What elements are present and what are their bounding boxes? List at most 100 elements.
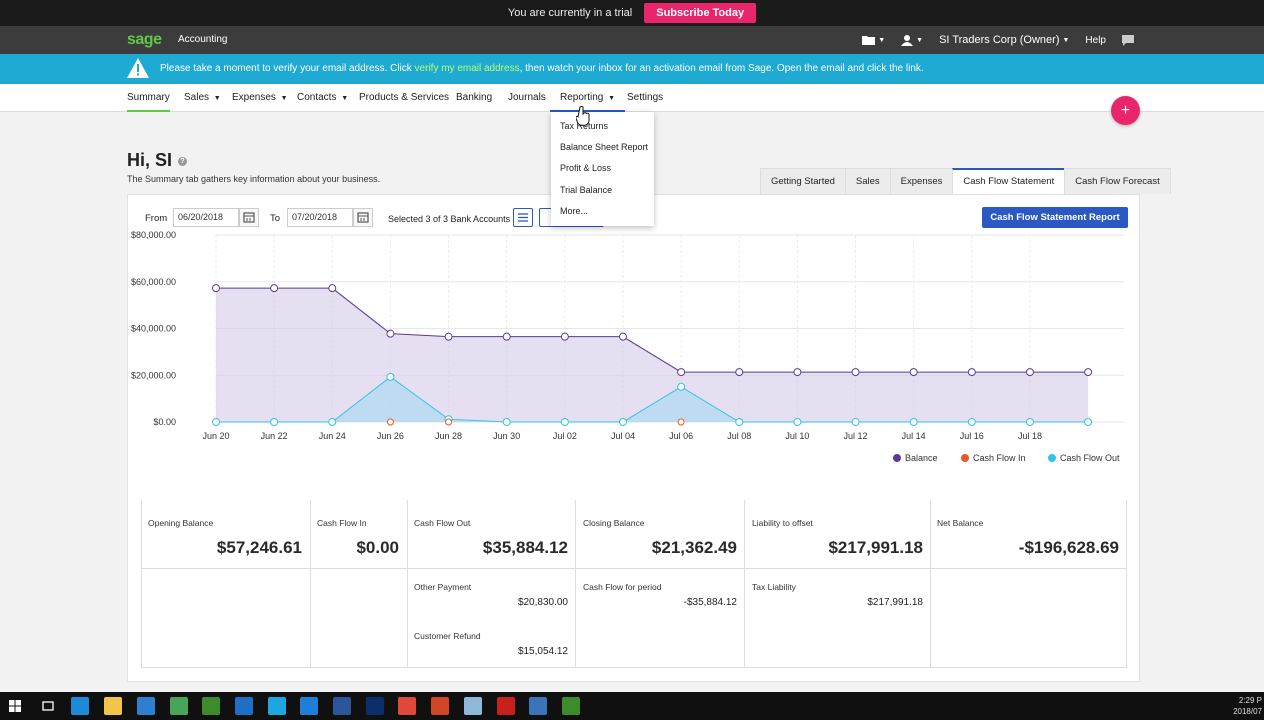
closing-balance-value: $21,362.49 [651,538,737,557]
balance-line [216,287,1089,373]
edge-icon[interactable] [71,697,90,715]
outlook-icon[interactable] [234,697,253,715]
quick-create-button[interactable]: + [1111,96,1140,125]
x-tick-label: Jul 14 [902,431,926,441]
balance-point [328,284,337,293]
liability-to-offset-label: Liability to offset [752,518,813,528]
menu-more[interactable]: More... [560,206,589,216]
browser-icon[interactable] [169,697,188,715]
notepad-icon[interactable] [463,697,482,715]
balance-point [270,284,279,293]
powerpoint-icon[interactable] [431,697,450,715]
acrobat-icon[interactable] [496,697,515,715]
trial-message: You are currently in a trial [507,7,633,19]
main-nav: Summary Sales ▼ Expenses ▼ Contacts ▼ Pr… [0,84,1264,112]
skype-icon[interactable] [267,697,286,715]
nav-settings[interactable]: Settings [627,92,664,103]
x-tick-label: Jun 28 [435,431,462,441]
closing-balance-label: Closing Balance [583,518,645,528]
cash-flow-out-point [386,372,395,381]
net-balance-value: -$196,628.69 [1018,538,1119,557]
menu-balance-sheet[interactable]: Balance Sheet Report [560,142,649,152]
chat-icon[interactable] [1122,34,1134,46]
legend-swatch [961,454,969,462]
help-link[interactable]: Help [1085,34,1106,46]
grid-divider [310,500,311,667]
menu-profit-loss[interactable]: Profit & Loss [560,163,612,173]
cash-flow-out-point [560,418,569,426]
word-icon[interactable] [333,697,351,715]
tab-getting-started[interactable]: Getting Started [760,168,846,194]
other-payment-value: $20,830.00 [517,597,568,608]
nav-contacts-label: Contacts [297,92,337,103]
reporting-dropdown: Tax Returns Balance Sheet Report Profit … [551,112,654,226]
cash-flow-out-label: Cash Flow Out [414,518,471,528]
bank-accounts-list-button[interactable] [513,208,533,227]
to-calendar-button[interactable] [353,208,373,227]
camtasia-recorder-icon[interactable] [561,697,580,715]
legend-label: Balance [905,453,938,463]
help-icon[interactable]: ? [178,156,188,166]
tab-cash-flow-forecast[interactable]: Cash Flow Forecast [1064,168,1171,194]
photoshop-icon[interactable] [365,697,384,715]
balance-point [967,368,976,377]
nav-journals[interactable]: Journals [508,92,546,103]
bank-accounts-selected: Selected 3 of 3 Bank Accounts [388,214,511,224]
cash-flow-out-point [270,418,279,426]
nav-summary[interactable]: Summary [127,92,170,112]
chevron-down-icon: ▼ [339,95,349,102]
cash-flow-out-point [618,418,627,426]
verify-text-after: , then watch your inbox for an activatio… [519,63,924,74]
balance-point [1084,368,1093,377]
nav-products-services[interactable]: Products & Services [359,92,450,103]
folder-icon [862,36,876,45]
x-tick-label: Jun 22 [261,431,288,441]
tab-cash-flow-statement[interactable]: Cash Flow Statement [952,168,1066,194]
x-tick-label: Jun 20 [202,431,229,441]
nav-reporting[interactable]: Reporting ▼ [549,92,626,112]
skype-business-icon[interactable] [300,697,319,715]
windows-start-icon[interactable] [6,697,24,715]
cash-flow-period-label: Cash Flow for period [583,582,662,592]
legend-label: Cash Flow In [973,453,1026,463]
file-explorer-icon[interactable] [104,697,123,715]
chrome-icon[interactable] [398,697,417,715]
user-menu[interactable]: ▼ [901,34,923,46]
folder-menu[interactable]: ▼ [862,35,885,45]
nav-contacts[interactable]: Contacts ▼ [297,92,348,103]
menu-trial-balance[interactable]: Trial Balance [560,185,613,195]
x-tick-label: Jun 24 [319,431,346,441]
grid-divider [142,568,1126,569]
company-menu[interactable]: SI Traders Corp (Owner) ▼ [939,34,1069,46]
legend-swatch [893,454,901,462]
tab-expenses[interactable]: Expenses [889,168,954,194]
subscribe-button[interactable]: Subscribe Today [644,3,757,23]
verify-email-link[interactable]: verify my email address [414,63,520,74]
legend-swatch [1048,454,1056,462]
camtasia-icon[interactable] [202,697,221,715]
y-tick-label: $0.00 [153,417,176,427]
from-calendar-button[interactable] [239,208,259,227]
sage-icon[interactable] [529,697,548,715]
nav-expenses-label: Expenses [232,92,276,103]
nav-banking[interactable]: Banking [456,92,493,103]
nav-sales[interactable]: Sales ▼ [184,92,221,103]
x-tick-label: Jul 06 [669,431,693,441]
tab-sales[interactable]: Sales [844,168,891,194]
grid-divider [930,500,931,667]
task-view-icon[interactable] [39,697,57,715]
header-right: ▼ ▼ SI Traders Corp (Owner) ▼ Help [862,26,1134,54]
menu-tax-returns[interactable]: Tax Returns [560,121,609,131]
cash-flow-statement-report-button[interactable]: Cash Flow Statement Report [982,207,1128,228]
taskbar-clock[interactable]: 2:29 P 2018/07 [1233,695,1262,717]
store-icon[interactable] [136,697,155,715]
liability-to-offset-value: $217,991.18 [828,538,923,557]
nav-expenses[interactable]: Expenses ▼ [232,92,288,103]
nav-sales-label: Sales [184,92,210,103]
sage-logo[interactable]: sage [127,31,162,48]
balance-point [677,368,686,377]
from-date-input[interactable]: 06/20/2018 [173,208,239,227]
balance-point [618,332,627,341]
cash-flow-out-point [793,418,802,426]
to-date-input[interactable]: 07/20/2018 [287,208,353,227]
